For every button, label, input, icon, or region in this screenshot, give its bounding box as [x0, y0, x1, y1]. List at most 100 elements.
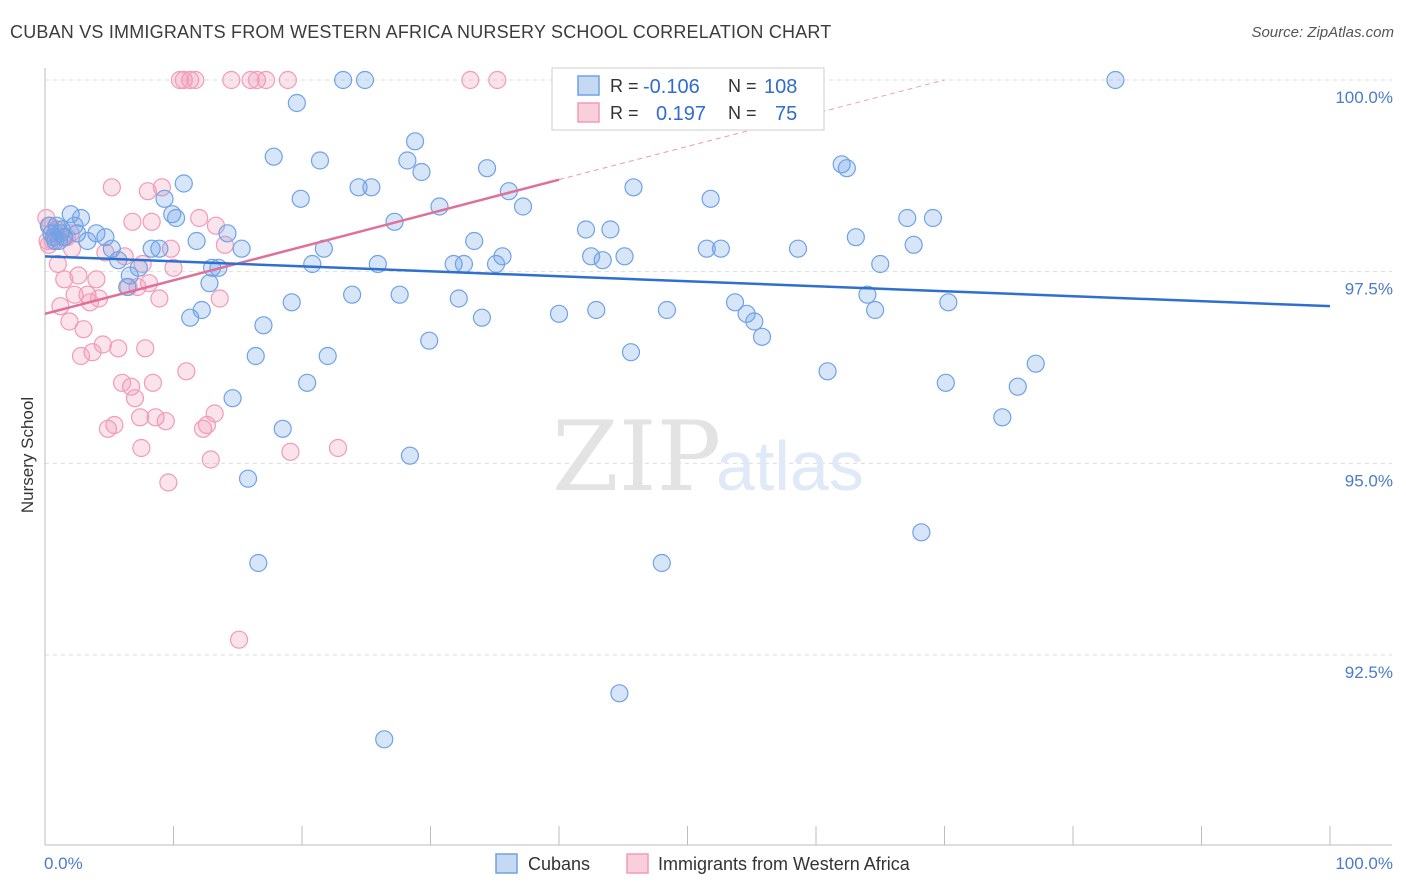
immigrants-point — [328, 438, 348, 458]
immigrants-point — [55, 270, 74, 289]
cubans-point — [96, 228, 115, 247]
cubans-point — [725, 293, 745, 312]
cubans-point — [477, 159, 497, 178]
cubans-point — [904, 235, 923, 254]
cubans-point — [187, 231, 206, 251]
cubans-point — [449, 289, 468, 308]
immigrants-point — [256, 70, 276, 90]
cubans-point — [993, 408, 1012, 427]
immigrants-point — [150, 289, 169, 308]
cubans-point — [200, 274, 219, 293]
immigrants-point — [109, 339, 128, 358]
cubans-point — [71, 208, 91, 228]
cubans-point — [400, 446, 420, 465]
cubans-point — [264, 147, 283, 166]
stats-legend: R = -0.106 N = 108 R = 0.197 N = 75 — [551, 67, 825, 131]
immigrants-n-value: 75 — [775, 103, 797, 125]
cubans-bottom-label: Cubans — [528, 854, 590, 874]
cubans-point — [102, 239, 121, 258]
cubans-n-label: N = — [728, 76, 757, 96]
cubans-r-label: R = — [610, 76, 639, 96]
cubans-point — [657, 300, 677, 320]
cubans-point — [238, 469, 258, 488]
immigrants-point — [170, 70, 190, 90]
cubans-point — [150, 239, 169, 258]
immigrants-point — [136, 339, 155, 358]
cubans-point — [701, 189, 720, 208]
cubans-point — [1026, 354, 1045, 373]
cubans-point — [621, 343, 641, 362]
cubans-point — [454, 254, 474, 274]
cubans-point — [697, 239, 716, 258]
immigrants-point — [164, 258, 183, 277]
cubans-point — [375, 730, 394, 749]
immigrants-point — [130, 408, 150, 427]
cubans-point — [349, 178, 368, 197]
immigrants-n-label: N = — [728, 103, 757, 123]
source-attribution: Source: ZipAtlas.com — [1251, 24, 1394, 41]
chart-title: CUBAN VS IMMIGRANTS FROM WESTERN AFRICA … — [10, 22, 832, 42]
cubans-point — [472, 308, 491, 327]
cubans-legend-swatch — [577, 75, 600, 96]
cubans-point — [291, 189, 310, 208]
immigrants-point — [281, 442, 300, 461]
cubans-point — [846, 228, 865, 247]
immigrants-bottom-label: Immigrants from Western Africa — [658, 854, 911, 874]
immigrants-point — [181, 70, 200, 90]
immigrants-point — [205, 404, 224, 423]
cubans-point — [192, 300, 211, 320]
cubans-point — [166, 208, 186, 228]
immigrants-point — [93, 335, 112, 354]
cubans-point — [398, 151, 417, 170]
immigrants-point — [146, 408, 165, 427]
cubans-r-value: -0.106 — [643, 76, 700, 98]
immigrants-point — [112, 373, 132, 392]
cubans-point — [254, 316, 273, 335]
cubans-point — [390, 285, 409, 304]
cubans-point — [1008, 377, 1027, 396]
immigrants-r-label: R = — [610, 103, 639, 123]
cubans-point — [362, 178, 381, 197]
x-tick-label-end: 100.0% — [1335, 854, 1393, 873]
x-tick-labels: 0.0% 100.0% — [44, 854, 1393, 873]
cubans-point — [1106, 70, 1125, 90]
cubans-point — [287, 93, 306, 113]
cubans-point — [711, 239, 731, 258]
cubans-point — [282, 293, 301, 312]
x-tick-label-start: 0.0% — [44, 854, 83, 873]
cubans-point — [652, 553, 671, 573]
cubans-point — [142, 239, 161, 258]
cubans-point — [615, 247, 634, 266]
cubans-point — [310, 151, 330, 170]
cubans-point — [549, 304, 569, 323]
cubans-point — [871, 254, 890, 274]
immigrants-point — [190, 208, 209, 228]
cubans-point — [343, 285, 362, 304]
cubans-point — [866, 300, 885, 320]
cubans-point — [513, 197, 533, 216]
cubans-point — [923, 208, 943, 228]
cubans-point — [412, 162, 431, 182]
cubans-point — [68, 224, 87, 243]
immigrants-r-value: 0.197 — [656, 103, 706, 125]
immigrants-point — [83, 343, 102, 362]
immigrants-point — [488, 70, 507, 90]
immigrants-point — [105, 415, 124, 435]
cubans-point — [898, 208, 917, 228]
immigrants-point — [143, 373, 163, 392]
gridlines — [45, 79, 1392, 656]
cubans-point — [246, 346, 265, 366]
immigrants-point — [461, 70, 480, 90]
cubans-point — [174, 174, 193, 193]
cubans-point — [752, 327, 772, 346]
cubans-point — [218, 224, 237, 243]
cubans-point — [939, 293, 958, 312]
watermark: ZIP atlas — [552, 401, 864, 513]
cubans-point — [87, 224, 106, 243]
y-tick-label: 100.0% — [1335, 88, 1393, 107]
cubans-point — [837, 159, 856, 178]
cubans-point — [818, 362, 837, 381]
immigrants-point — [121, 377, 141, 396]
cubans-point — [858, 285, 877, 304]
y-tick-label: 92.5% — [1345, 663, 1393, 682]
